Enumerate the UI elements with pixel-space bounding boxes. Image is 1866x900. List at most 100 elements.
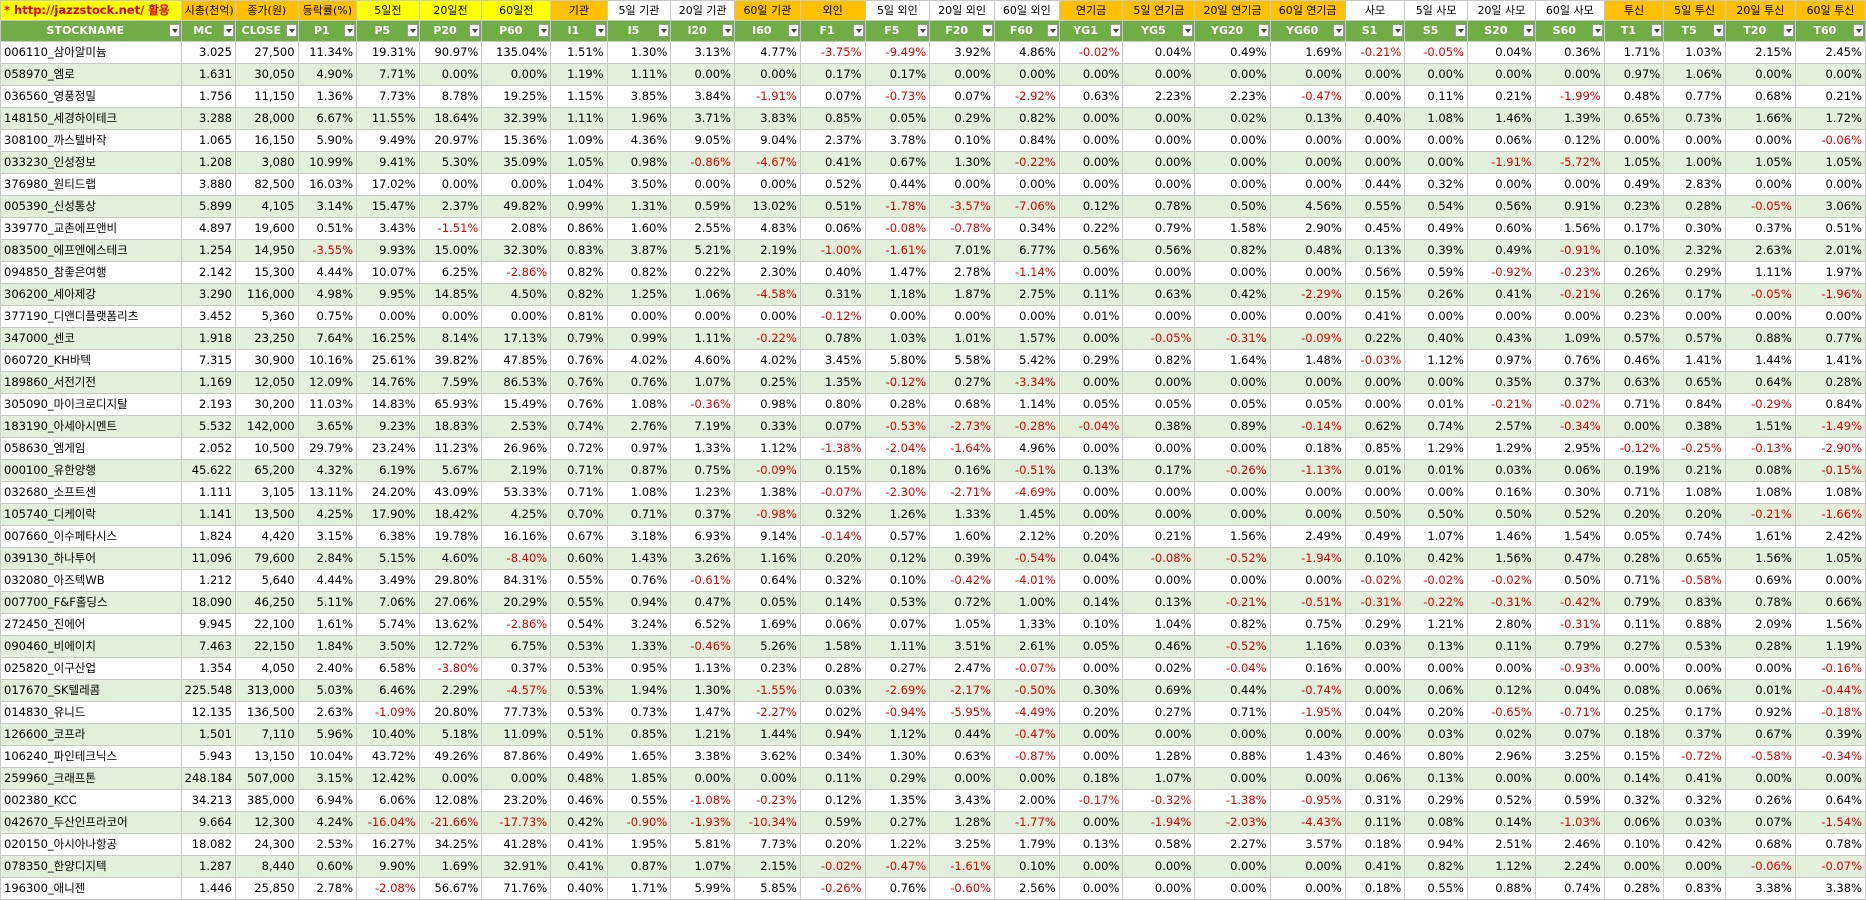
value-cell[interactable]: 12,050 bbox=[234, 371, 299, 394]
value-cell[interactable]: 65.93% bbox=[418, 393, 483, 416]
value-cell[interactable]: 0.00% bbox=[1122, 855, 1196, 878]
value-cell[interactable]: 0.34% bbox=[799, 745, 866, 768]
value-cell[interactable]: 2.47% bbox=[929, 657, 995, 680]
value-cell[interactable]: 18.082 bbox=[180, 833, 236, 856]
value-cell[interactable]: 0.10% bbox=[1603, 833, 1665, 856]
value-cell[interactable]: 0.12% bbox=[864, 547, 931, 570]
value-cell[interactable]: -5.72% bbox=[1534, 151, 1605, 174]
value-cell[interactable]: 0.60% bbox=[550, 547, 608, 570]
value-cell[interactable]: 16.25% bbox=[356, 327, 420, 350]
value-cell[interactable]: 385,000 bbox=[234, 789, 299, 812]
value-cell[interactable]: -0.02% bbox=[1058, 41, 1124, 64]
value-cell[interactable]: 1.04% bbox=[1122, 613, 1196, 636]
value-cell[interactable]: 3.14% bbox=[297, 195, 358, 218]
value-cell[interactable]: 1.065 bbox=[180, 129, 236, 152]
value-cell[interactable]: 1.69% bbox=[733, 613, 801, 636]
value-cell[interactable]: 12.42% bbox=[356, 767, 420, 790]
filter-dropdown-icon[interactable] bbox=[594, 24, 606, 37]
value-cell[interactable]: 0.17% bbox=[1663, 701, 1726, 724]
value-cell[interactable]: 47.85% bbox=[481, 349, 552, 372]
value-cell[interactable]: 0.11% bbox=[1344, 811, 1406, 834]
value-cell[interactable]: 0.88% bbox=[1663, 613, 1726, 636]
stock-name-cell[interactable]: 000100_유한양행 bbox=[0, 459, 182, 482]
value-cell[interactable]: 0.00% bbox=[993, 305, 1060, 328]
value-cell[interactable]: 6.25% bbox=[418, 261, 483, 284]
value-cell[interactable]: 0.00% bbox=[1058, 371, 1124, 394]
value-cell[interactable]: -0.02% bbox=[1404, 569, 1468, 592]
value-cell[interactable]: 1.19% bbox=[550, 63, 608, 86]
value-cell[interactable]: 1.84% bbox=[297, 635, 358, 658]
value-cell[interactable]: 0.71% bbox=[1603, 393, 1665, 416]
value-cell[interactable]: 0.10% bbox=[1058, 613, 1124, 636]
value-cell[interactable]: 0.19% bbox=[1603, 459, 1665, 482]
value-cell[interactable]: 0.00% bbox=[1794, 767, 1866, 790]
value-cell[interactable]: 0.48% bbox=[1269, 239, 1346, 262]
filter-dropdown-icon[interactable] bbox=[1522, 24, 1534, 37]
value-cell[interactable]: 0.51% bbox=[297, 217, 358, 240]
value-cell[interactable]: 53.33% bbox=[481, 481, 552, 504]
value-cell[interactable]: 19.31% bbox=[356, 41, 420, 64]
value-cell[interactable]: 2.30% bbox=[733, 261, 801, 284]
value-cell[interactable]: -0.21% bbox=[1466, 393, 1536, 416]
filter-dropdown-icon[interactable] bbox=[538, 24, 550, 37]
value-cell[interactable]: 0.29% bbox=[864, 767, 931, 790]
value-cell[interactable]: 6.94% bbox=[297, 789, 358, 812]
value-cell[interactable]: 1.46% bbox=[1466, 107, 1536, 130]
value-cell[interactable]: 0.05% bbox=[1122, 393, 1196, 416]
value-cell[interactable]: 0.41% bbox=[1663, 767, 1726, 790]
value-cell[interactable]: 0.76% bbox=[606, 569, 672, 592]
value-cell[interactable]: 0.31% bbox=[1344, 789, 1406, 812]
value-cell[interactable]: 0.00% bbox=[1404, 129, 1468, 152]
value-cell[interactable]: 0.00% bbox=[670, 63, 735, 86]
filter-dropdown-icon[interactable] bbox=[1257, 24, 1269, 37]
value-cell[interactable]: 12.09% bbox=[297, 371, 358, 394]
value-cell[interactable]: 0.63% bbox=[1122, 283, 1196, 306]
value-cell[interactable]: 0.11% bbox=[799, 767, 866, 790]
value-cell[interactable]: 0.69% bbox=[1724, 569, 1796, 592]
value-cell[interactable]: 1.501 bbox=[180, 723, 236, 746]
value-cell[interactable]: -2.08% bbox=[356, 877, 420, 900]
stock-name-cell[interactable]: 305090_마이크로디지탈 bbox=[0, 393, 182, 416]
value-cell[interactable]: 10.16% bbox=[297, 349, 358, 372]
value-cell[interactable]: 0.23% bbox=[733, 657, 801, 680]
value-cell[interactable]: 15.49% bbox=[481, 393, 552, 416]
value-cell[interactable]: -0.91% bbox=[1534, 239, 1605, 262]
value-cell[interactable]: 0.50% bbox=[1404, 503, 1468, 526]
value-cell[interactable]: 4.60% bbox=[670, 349, 735, 372]
value-cell[interactable]: 5.21% bbox=[670, 239, 735, 262]
value-cell[interactable]: 3.25% bbox=[929, 833, 995, 856]
value-cell[interactable]: 1.756 bbox=[180, 85, 236, 108]
value-cell[interactable]: -0.22% bbox=[733, 327, 801, 350]
value-cell[interactable]: 0.13% bbox=[1269, 107, 1346, 130]
value-cell[interactable]: 1.94% bbox=[606, 679, 672, 702]
value-cell[interactable]: 5.96% bbox=[297, 723, 358, 746]
value-cell[interactable]: 0.60% bbox=[1466, 217, 1536, 240]
value-cell[interactable]: 3.45% bbox=[799, 349, 866, 372]
value-cell[interactable]: 1.08% bbox=[1794, 481, 1866, 504]
value-cell[interactable]: 35.09% bbox=[481, 151, 552, 174]
value-cell[interactable]: 4,420 bbox=[234, 525, 299, 548]
value-cell[interactable]: 0.00% bbox=[670, 173, 735, 196]
value-cell[interactable]: 1.141 bbox=[180, 503, 236, 526]
value-cell[interactable]: 1.01% bbox=[929, 327, 995, 350]
value-cell[interactable]: 25.61% bbox=[356, 349, 420, 372]
value-cell[interactable]: 6.46% bbox=[356, 679, 420, 702]
value-cell[interactable]: 0.06% bbox=[1344, 767, 1406, 790]
value-cell[interactable]: 0.00% bbox=[1122, 151, 1196, 174]
value-cell[interactable]: 0.32% bbox=[1603, 789, 1665, 812]
value-cell[interactable]: 4.86% bbox=[993, 41, 1060, 64]
stock-name-cell[interactable]: 196300_애니젠 bbox=[0, 877, 182, 900]
value-cell[interactable]: 19.78% bbox=[418, 525, 483, 548]
value-cell[interactable]: 6.19% bbox=[356, 459, 420, 482]
value-cell[interactable]: 1.79% bbox=[993, 833, 1060, 856]
value-cell[interactable]: 1.15% bbox=[550, 85, 608, 108]
value-cell[interactable]: 0.00% bbox=[1344, 723, 1406, 746]
value-cell[interactable]: -0.18% bbox=[1794, 701, 1866, 724]
value-cell[interactable]: 0.10% bbox=[864, 569, 931, 592]
value-cell[interactable]: -0.21% bbox=[1344, 41, 1406, 64]
value-cell[interactable]: 0.77% bbox=[1794, 327, 1866, 350]
value-cell[interactable]: 5.26% bbox=[733, 635, 801, 658]
value-cell[interactable]: 65,200 bbox=[234, 459, 299, 482]
value-cell[interactable]: 0.63% bbox=[929, 745, 995, 768]
value-cell[interactable]: 0.27% bbox=[929, 371, 995, 394]
